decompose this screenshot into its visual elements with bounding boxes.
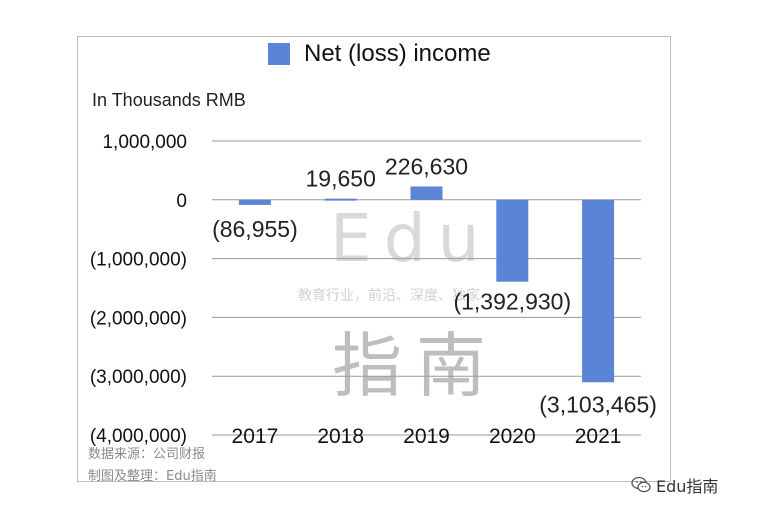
y-tick-label: 0: [176, 191, 187, 212]
data-label: (86,955): [212, 216, 298, 242]
x-tick-label: 2019: [403, 425, 450, 448]
chart-legend: Net (loss) income: [268, 40, 491, 68]
source-note: 数据来源：公司财报: [88, 447, 206, 462]
legend-swatch: [268, 43, 290, 65]
bar-2018: [324, 198, 357, 201]
unit-label: In Thousands RMB: [92, 90, 246, 110]
credit-note: 制图及整理：Edu指南: [88, 469, 217, 484]
data-label: 226,630: [385, 153, 468, 179]
x-tick-label: 2018: [317, 425, 364, 448]
bar-2021: [582, 199, 615, 383]
data-label: 19,650: [306, 166, 376, 192]
x-tick-label: 2021: [575, 425, 622, 448]
y-tick-label: (4,000,000): [90, 426, 187, 447]
x-tick-label: 2020: [489, 425, 536, 448]
bar-2019: [410, 186, 443, 200]
x-tick-label: 2017: [232, 425, 279, 448]
y-tick-label: (3,000,000): [90, 367, 187, 388]
wechat-credit: Edu指南: [630, 473, 718, 497]
data-label: (1,392,930): [453, 289, 571, 315]
y-tick-label: (2,000,000): [90, 308, 187, 329]
bar-2017: [238, 199, 271, 205]
watermark-subtitle: 教育行业，前沿、深度、独家: [298, 288, 480, 304]
data-label: (3,103,465): [539, 391, 657, 417]
credit-label: Edu指南: [656, 477, 719, 496]
wechat-icon: [631, 476, 651, 493]
y-tick-label: (1,000,000): [90, 250, 187, 271]
watermark-logo-text: 指南: [332, 325, 500, 407]
y-tick-label: 1,000,000: [102, 132, 187, 153]
legend-label: Net (loss) income: [304, 40, 491, 67]
watermark-text: Edu: [330, 200, 492, 277]
bar-2020: [496, 199, 529, 282]
